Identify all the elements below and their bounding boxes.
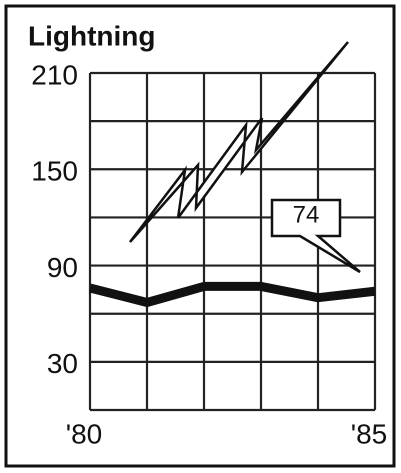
data-line <box>90 286 375 302</box>
y-tick-label: 210 <box>31 59 78 90</box>
y-tick-label: 150 <box>31 156 78 187</box>
chart: Lightning 74 30 90 150 210 '80 '85 <box>0 0 401 473</box>
y-tick-label: 90 <box>47 252 78 283</box>
grid <box>90 73 375 410</box>
plot <box>90 286 375 302</box>
chart-title: Lightning <box>28 20 156 51</box>
callout-label: 74 <box>293 201 320 228</box>
x-tick-label: '85 <box>351 418 388 449</box>
x-tick-label: '80 <box>66 418 103 449</box>
y-tick-label: 30 <box>47 348 78 379</box>
